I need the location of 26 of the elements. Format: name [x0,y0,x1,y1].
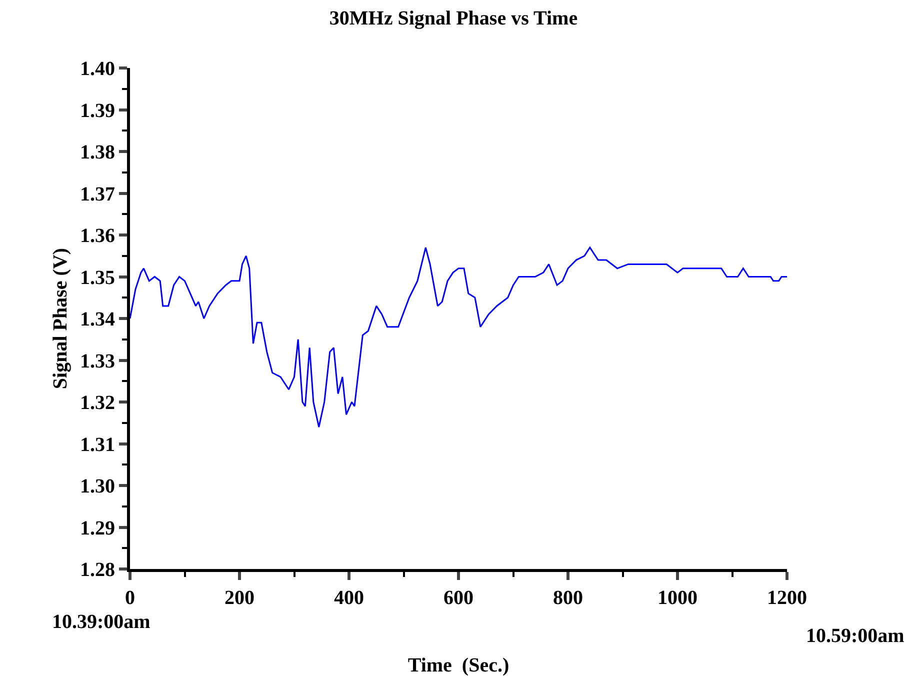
x-axis-title: Time (Sec.) [408,654,510,676]
y-tick-label: 1.40 [80,58,115,80]
text: 10.39:00am [52,611,151,633]
y-tick-label: 1.38 [80,142,115,164]
chart-title: 30MHz Signal Phase vs Time [329,7,578,30]
x-tick-label: 0 [125,587,135,609]
x-tick-label: 1000 [658,587,698,609]
y-tick-label: 1.32 [80,392,115,414]
x-tick-label: 600 [444,587,474,609]
x-tick-label: 1200 [767,587,807,609]
x-tick-label: 400 [334,587,364,609]
y-tick-label: 1.30 [80,476,115,498]
line-series [130,246,787,428]
y-tick-label: 1.28 [80,559,115,581]
y-tick-label: 1.31 [80,434,115,456]
y-tick-label: 1.33 [80,350,115,372]
y-tick-label: 1.35 [80,266,115,289]
y-tick-label: 1.37 [80,183,115,206]
x-tick-label: 200 [224,587,254,609]
y-tick-label: 1.34 [80,308,115,330]
y-tick-label: 1.36 [80,225,115,247]
y-tick-label: 1.39 [80,100,115,122]
x-tick-label: 800 [553,587,583,609]
y-tick-label: 1.29 [80,517,115,540]
y-axis-title: Signal Phase (V) [50,248,72,390]
text: 10.59:00am [806,625,905,647]
